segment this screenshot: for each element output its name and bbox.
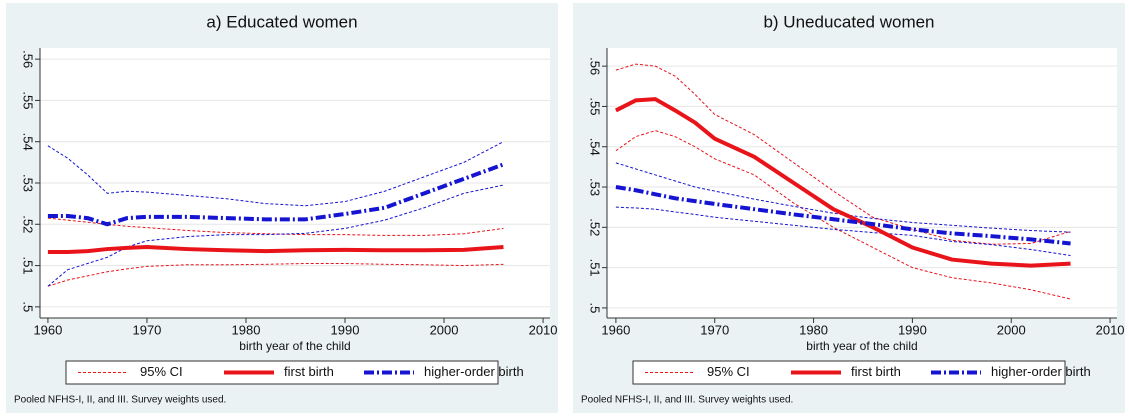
plot-area [607, 48, 1117, 318]
y-tick-label: .55 [21, 91, 36, 109]
legend-label: first birth [851, 364, 901, 379]
y-tick-label: .56 [21, 50, 36, 68]
legend-label: higher-order birth [991, 364, 1091, 379]
legend: 95% CI first birth higher-order birth [632, 360, 1091, 385]
series-line [47, 162, 505, 227]
x-tick-label: 1970 [132, 322, 161, 337]
y-tick-label: .55 [588, 97, 603, 115]
legend-label: 95% CI [707, 364, 750, 379]
x-tick-label: 2010 [1096, 322, 1125, 337]
ci-line [615, 206, 1071, 257]
legend-box [632, 360, 1066, 385]
y-tick-label: .52 [21, 215, 36, 233]
y-tick-label: .53 [21, 174, 36, 192]
x-tick-label: 1970 [700, 322, 729, 337]
legend-label: 95% CI [140, 364, 183, 379]
y-tick-label: .52 [588, 218, 603, 236]
ci-line [47, 141, 504, 207]
y-tick-label: .54 [21, 133, 36, 151]
ci-line [47, 263, 504, 287]
ci-line [47, 184, 504, 287]
panel: a) Educated women .5 .51 .52 .53 .54 .55 .56 196… [6, 3, 558, 413]
ci-line [615, 130, 1071, 300]
y-tick-label: .53 [588, 178, 603, 196]
x-tick-label: 1980 [799, 322, 828, 337]
y-tick-label: .54 [588, 138, 603, 156]
chart-title: a) Educated women [206, 12, 357, 31]
series-line [614, 97, 1071, 268]
x-axis-label: birth year of the child [239, 339, 350, 353]
panel: b) Uneducated women .5 .51 .52 .53 .54 .55 .56 1… [573, 3, 1125, 413]
x-tick-label: 1980 [232, 322, 261, 337]
y-tick-label: .51 [588, 259, 603, 277]
series-line [47, 244, 504, 254]
y-tick-label: .51 [21, 257, 36, 275]
y-tick-label: .5 [21, 301, 36, 312]
legend-label: first birth [284, 364, 334, 379]
ci-line [47, 217, 504, 236]
x-tick-label: 2000 [430, 322, 459, 337]
legend-label: higher-order birth [424, 364, 524, 379]
x-tick-label: 2000 [997, 322, 1026, 337]
chart-title: b) Uneducated women [763, 12, 934, 31]
ci-line [615, 63, 1071, 245]
x-tick-label: 1990 [331, 322, 360, 337]
series-line [615, 185, 1071, 246]
note: Pooled NFHS-I, II, and III. Survey weigh… [14, 395, 226, 406]
note: Pooled NFHS-I, II, and III. Survey weigh… [581, 395, 793, 406]
y-tick-label: .5 [588, 303, 603, 314]
x-tick-label: 1990 [898, 322, 927, 337]
x-tick-label: 2010 [529, 322, 558, 337]
y-tick-label: .56 [588, 57, 603, 75]
legend-box [65, 360, 499, 385]
x-tick-label: 1960 [33, 322, 62, 337]
legend: 95% CI first birth higher-order birth [65, 360, 524, 385]
x-tick-label: 1960 [601, 322, 630, 337]
x-axis-label: birth year of the child [806, 339, 917, 353]
